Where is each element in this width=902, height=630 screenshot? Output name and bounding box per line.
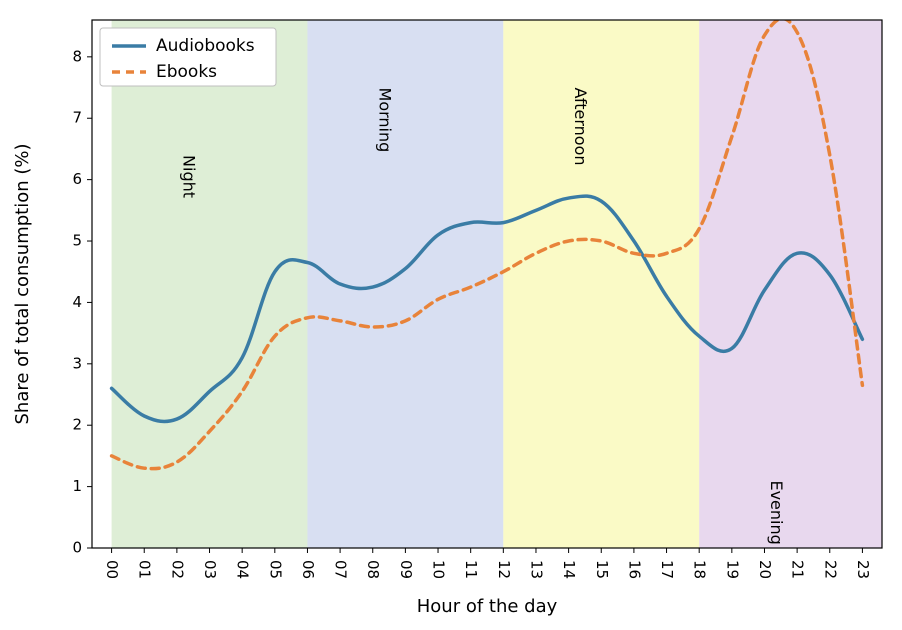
x-tick-label: 01 [136,560,154,579]
y-tick-label: 7 [72,109,82,127]
region-label-night: Night [179,155,198,198]
chart-container: NightMorningAfternoonEvening000102030405… [0,0,902,630]
y-tick-label: 5 [72,232,82,250]
region-label-afternoon: Afternoon [571,88,590,166]
x-tick-label: 14 [560,560,578,579]
x-tick-label: 22 [821,560,839,579]
x-tick-label: 09 [397,560,415,579]
y-tick-label: 8 [72,47,82,65]
y-axis-label: Share of total consumption (%) [12,143,33,424]
x-tick-label: 04 [234,560,252,579]
legend: Audiobooks Ebooks [100,28,276,86]
y-tick-label: 3 [72,354,82,372]
x-tick-label: 13 [527,560,545,579]
x-tick-label: 11 [462,560,480,579]
x-tick-label: 02 [168,560,186,579]
consumption-chart: NightMorningAfternoonEvening000102030405… [0,0,902,630]
y-tick-label: 4 [72,293,82,311]
x-tick-label: 00 [103,560,121,579]
x-tick-label: 16 [625,560,643,579]
x-tick-label: 10 [430,560,448,579]
x-tick-label: 08 [364,560,382,579]
legend-label-ebooks: Ebooks [156,62,217,82]
x-tick-label: 12 [495,560,513,579]
day-regions [112,20,882,548]
x-tick-label: 20 [756,560,774,579]
x-axis-label: Hour of the day [417,596,558,617]
y-tick-label: 0 [72,539,82,557]
x-tick-label: 23 [854,560,872,579]
x-tick-label: 06 [299,560,317,579]
region-afternoon [503,20,699,548]
y-tick-label: 6 [72,170,82,188]
x-tick-label: 15 [593,560,611,579]
x-tick-label: 17 [658,560,676,579]
x-tick-label: 05 [266,560,284,579]
x-tick-label: 19 [723,560,741,579]
x-tick-label: 07 [332,560,350,579]
y-tick-label: 2 [72,416,82,434]
y-tick-label: 1 [72,477,82,495]
region-evening [699,20,882,548]
x-tick-label: 18 [691,560,709,579]
region-label-morning: Morning [375,88,394,153]
x-tick-label: 03 [201,560,219,579]
legend-label-audiobooks: Audiobooks [156,36,255,56]
x-tick-label: 21 [789,560,807,579]
region-label-evening: Evening [767,480,786,544]
